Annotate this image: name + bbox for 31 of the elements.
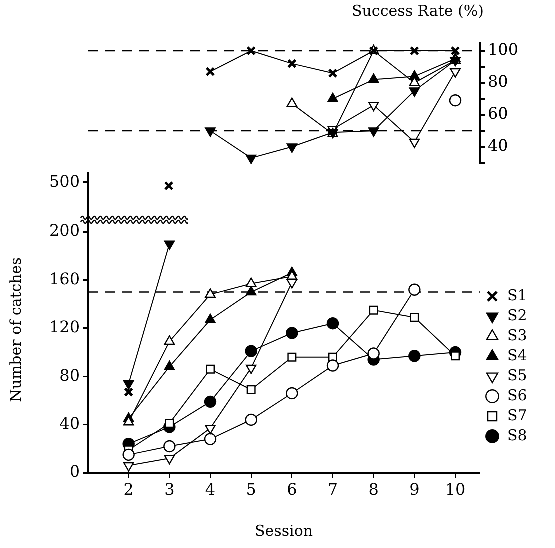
- x-tick-label: 4: [205, 480, 216, 499]
- x-tick-label: 3: [164, 480, 175, 499]
- legend-label: S1: [508, 286, 528, 304]
- y-tick-label: 0: [70, 462, 80, 482]
- x-axis-title: Session: [254, 522, 314, 540]
- x-tick-label: 2: [124, 480, 134, 499]
- legend-label: S4: [508, 346, 528, 364]
- y-tick-label: 120: [49, 318, 80, 337]
- legend-label: S6: [508, 386, 528, 404]
- text: 500: [49, 172, 80, 191]
- y-tick-label: 60: [488, 104, 508, 124]
- y-axis-title: Number of catches: [7, 258, 25, 402]
- x-tick-label: 9: [410, 480, 420, 499]
- x-tick-label: 6: [287, 480, 298, 499]
- x-tick-label: 10: [445, 480, 466, 499]
- y-tick-label: 80: [60, 366, 80, 385]
- y-tick-label: 100: [488, 40, 519, 60]
- y-tick-label: 40: [60, 414, 80, 433]
- legend-label: S2: [508, 306, 528, 324]
- legend-label: S3: [508, 326, 528, 344]
- x-tick-label: 5: [246, 480, 256, 499]
- legend-label: S8: [508, 426, 528, 444]
- x-tick-label: 8: [368, 480, 379, 499]
- y-tick-label: 80: [488, 72, 508, 92]
- legend-label: S7: [508, 406, 528, 424]
- y-axis-title: Success Rate (%): [352, 2, 484, 20]
- y-tick-label: 200: [49, 221, 80, 240]
- x-tick-label: 7: [328, 480, 338, 499]
- y-tick-label: 40: [488, 136, 508, 156]
- legend-label: S5: [508, 366, 528, 384]
- y-tick-label: 160: [49, 269, 80, 288]
